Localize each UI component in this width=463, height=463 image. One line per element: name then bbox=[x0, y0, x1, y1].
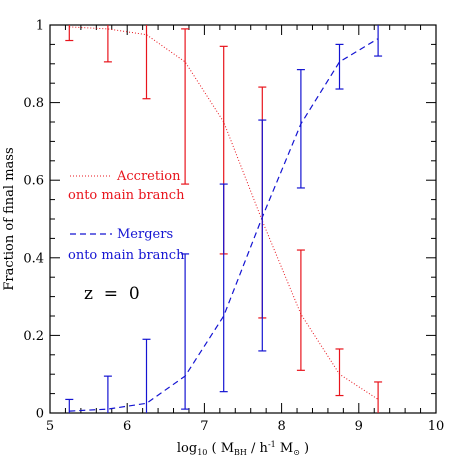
series-line-accretion bbox=[69, 26, 379, 400]
error-bar-mergers bbox=[296, 69, 305, 189]
error-bar-mergers bbox=[258, 119, 267, 352]
y-tick-label: 0.8 bbox=[23, 96, 44, 111]
error-bar-accretion bbox=[374, 381, 383, 413]
error-bar-accretion bbox=[65, 25, 74, 42]
error-bar-mergers bbox=[142, 338, 151, 413]
legend-accretion-sub-label: onto main branch bbox=[68, 188, 185, 203]
series-line-mergers bbox=[69, 38, 379, 412]
error-bar-mergers bbox=[65, 398, 74, 413]
y-tick-label: 0.2 bbox=[23, 329, 44, 344]
error-bar-accretion bbox=[296, 249, 305, 371]
x-tick-label: 7 bbox=[200, 419, 208, 434]
error-bar-mergers bbox=[219, 183, 228, 393]
y-tick-label: 0.4 bbox=[23, 251, 44, 266]
x-tick-label: 8 bbox=[277, 419, 285, 434]
legend-accretion-label: Accretion bbox=[116, 169, 181, 184]
y-axis-label: Fraction of final mass bbox=[2, 147, 17, 290]
axis-ticks bbox=[49, 24, 437, 414]
x-tick-label: 9 bbox=[355, 419, 363, 434]
y-tick-label: 1 bbox=[36, 19, 44, 34]
data-lines bbox=[69, 26, 379, 412]
x-tick-label: 5 bbox=[46, 419, 54, 434]
error-bar-accretion bbox=[142, 25, 151, 100]
error-bar-mergers bbox=[374, 25, 383, 57]
error-bar-mergers bbox=[335, 43, 344, 90]
legend-mergers: Mergers onto main branch bbox=[68, 227, 185, 263]
error-bar-mergers bbox=[181, 253, 190, 410]
x-axis-label: log10 ( MBH / h-1 M⊙ ) bbox=[177, 440, 309, 457]
redshift-annotation: z = 0 bbox=[84, 284, 140, 304]
error-bar-accretion bbox=[335, 348, 344, 397]
legend-accretion: Accretion onto main branch bbox=[68, 169, 185, 203]
plot-frame bbox=[49, 24, 437, 414]
x-tick-label: 10 bbox=[428, 419, 445, 434]
legend-mergers-sub-label: onto main branch bbox=[68, 248, 185, 263]
y-tick-label: 0 bbox=[36, 407, 44, 422]
y-tick-label: 0.6 bbox=[23, 174, 44, 189]
tick-labels: 5 6 7 8 9 10 0 0.2 0.4 0.6 0.8 1 bbox=[23, 19, 444, 435]
error-bar-accretion bbox=[103, 25, 112, 63]
error-bars bbox=[65, 25, 383, 413]
error-bar-mergers bbox=[103, 375, 112, 413]
error-bar-accretion bbox=[181, 28, 190, 185]
x-tick-label: 6 bbox=[123, 419, 131, 434]
legend-mergers-label: Mergers bbox=[117, 227, 173, 242]
